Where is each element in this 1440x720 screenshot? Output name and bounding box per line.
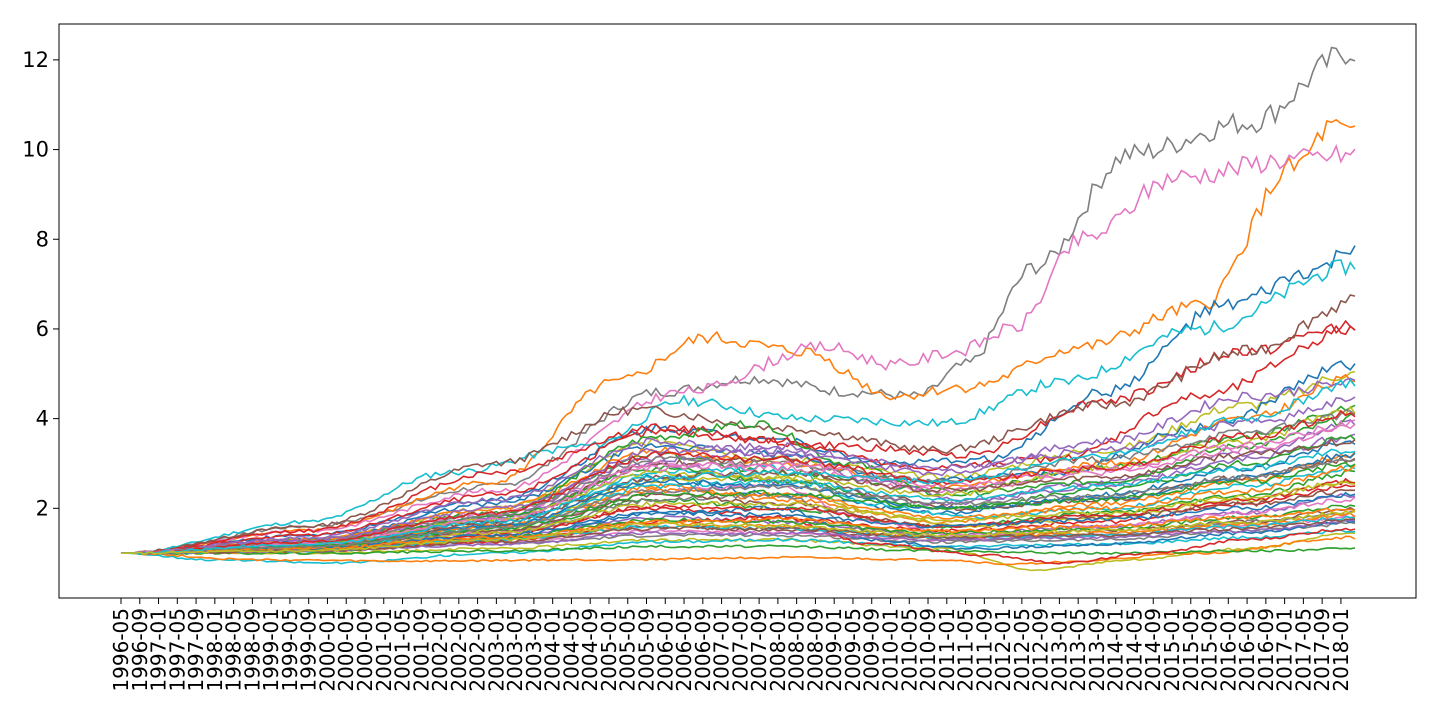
x-tick-label: 1997-05 <box>165 608 189 692</box>
y-tick-label: 12 <box>22 48 49 72</box>
x-axis: 1996-051996-091997-011997-051997-091998-… <box>109 598 1353 692</box>
series-line <box>121 535 1356 566</box>
series-line <box>120 507 1356 555</box>
y-tick-label: 8 <box>36 227 49 251</box>
x-tick-label: 2003-01 <box>484 608 508 692</box>
x-tick-label: 2012-09 <box>1029 608 1053 692</box>
series-line <box>120 458 1356 555</box>
x-tick-label: 2008-09 <box>803 608 827 692</box>
x-tick-label: 2004-09 <box>578 608 602 692</box>
x-tick-label: 2000-09 <box>353 608 377 692</box>
x-tick-label: 2002-01 <box>428 608 452 692</box>
series-line <box>120 294 1356 554</box>
x-tick-label: 2008-05 <box>785 608 809 692</box>
x-tick-label: 1997-01 <box>147 608 171 692</box>
x-tick-label: 2013-01 <box>1047 608 1071 692</box>
series-layer <box>120 46 1356 572</box>
x-tick-label: 2017-05 <box>1291 608 1315 692</box>
x-tick-label: 1999-09 <box>297 608 321 692</box>
x-tick-label: 2015-01 <box>1160 608 1184 692</box>
x-tick-label: 2012-05 <box>1010 608 1034 692</box>
x-tick-label: 2014-05 <box>1122 608 1146 692</box>
x-tick-label: 2004-05 <box>559 608 583 692</box>
x-tick-label: 2009-01 <box>822 608 846 692</box>
x-tick-label: 2003-05 <box>503 608 527 692</box>
x-tick-label: 2007-01 <box>710 608 734 692</box>
x-tick-label: 2006-05 <box>672 608 696 692</box>
x-tick-label: 2001-01 <box>372 608 396 692</box>
series-line <box>121 510 1356 555</box>
x-tick-label: 2011-01 <box>935 608 959 692</box>
x-tick-label: 2004-01 <box>541 608 565 692</box>
x-tick-label: 2010-01 <box>878 608 902 692</box>
series-line <box>120 461 1356 555</box>
plot-area-frame <box>58 23 1417 599</box>
x-tick-label: 2000-01 <box>315 608 339 692</box>
x-tick-label: 2014-01 <box>1104 608 1128 692</box>
x-tick-label: 2002-05 <box>447 608 471 692</box>
y-tick-label: 6 <box>36 317 49 341</box>
x-tick-label: 2009-09 <box>860 608 884 692</box>
x-tick-label: 2007-09 <box>747 608 771 692</box>
x-tick-label: 2001-05 <box>391 608 415 692</box>
x-tick-label: 2000-05 <box>334 608 358 692</box>
x-tick-label: 2006-09 <box>691 608 715 692</box>
x-tick-label: 2013-05 <box>1066 608 1090 692</box>
x-tick-label: 1997-09 <box>184 608 208 692</box>
y-axis: 2 4 6 8 10 12 <box>22 48 59 520</box>
x-tick-label: 2007-05 <box>728 608 752 692</box>
x-tick-label: 1996-09 <box>128 608 152 692</box>
x-tick-label: 2010-05 <box>897 608 921 692</box>
x-tick-label: 2003-09 <box>522 608 546 692</box>
series-line <box>120 319 1356 554</box>
x-tick-label: 2006-01 <box>653 608 677 692</box>
x-tick-label: 2013-09 <box>1085 608 1109 692</box>
y-tick-label: 4 <box>36 407 49 431</box>
x-tick-label: 2005-05 <box>616 608 640 692</box>
x-tick-label: 2008-01 <box>766 608 790 692</box>
series-line <box>121 529 1356 565</box>
x-tick-label: 2018-01 <box>1329 608 1353 692</box>
x-tick-label: 2005-01 <box>597 608 621 692</box>
x-tick-label: 1996-05 <box>109 608 133 692</box>
x-tick-label: 2016-09 <box>1254 608 1278 692</box>
x-tick-label: 1999-05 <box>278 608 302 692</box>
x-tick-label: 2016-05 <box>1235 608 1259 692</box>
series-line <box>120 324 1356 554</box>
x-tick-label: 2015-09 <box>1198 608 1222 692</box>
x-tick-label: 2014-09 <box>1141 608 1165 692</box>
x-tick-label: 2011-09 <box>972 608 996 692</box>
x-tick-label: 1998-01 <box>203 608 227 692</box>
y-tick-label: 10 <box>22 138 49 162</box>
x-tick-label: 1999-01 <box>259 608 283 692</box>
x-tick-label: 2016-01 <box>1216 608 1240 692</box>
x-tick-label: 2017-09 <box>1310 608 1334 692</box>
x-tick-label: 2005-09 <box>635 608 659 692</box>
y-tick-label: 2 <box>36 496 49 520</box>
x-tick-label: 2015-05 <box>1179 608 1203 692</box>
x-tick-label: 2010-09 <box>916 608 940 692</box>
x-tick-label: 2017-01 <box>1273 608 1297 692</box>
x-tick-label: 2012-01 <box>991 608 1015 692</box>
series-line <box>120 143 1356 554</box>
series-line <box>120 259 1356 554</box>
x-tick-label: 1998-05 <box>222 608 246 692</box>
x-tick-label: 2011-05 <box>954 608 978 692</box>
x-tick-label: 2002-09 <box>466 608 490 692</box>
series-line <box>120 409 1356 555</box>
series-line <box>120 378 1356 555</box>
x-tick-label: 1998-09 <box>240 608 264 692</box>
x-tick-label: 2009-05 <box>841 608 865 692</box>
x-tick-label: 2001-09 <box>409 608 433 692</box>
